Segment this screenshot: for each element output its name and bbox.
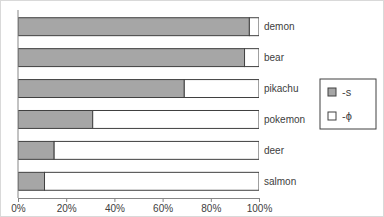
- y-axis: demon bear pikachu pokemon deer salmon: [259, 21, 305, 187]
- y-tick-label: pikachu: [264, 83, 298, 94]
- bar: [45, 172, 259, 190]
- bars: [18, 18, 259, 191]
- y-tick-label: salmon: [264, 176, 296, 187]
- x-tick-mark: [114, 198, 115, 202]
- x-tick-label: 0%: [11, 203, 26, 214]
- legend-box: [320, 79, 376, 129]
- x-tick-label: 80%: [201, 203, 221, 214]
- legend-label: -ϕ: [342, 110, 352, 122]
- x-tick-mark: [66, 198, 67, 202]
- y-tick: pokemon: [259, 114, 305, 125]
- x-tick-mark: [163, 198, 164, 202]
- y-tick-label: pokemon: [264, 114, 305, 125]
- x-tick: 20%: [57, 198, 77, 214]
- bar: [18, 80, 184, 98]
- bar: [18, 172, 45, 190]
- bar: [93, 110, 259, 128]
- legend-label: -s: [342, 86, 352, 98]
- legend: -s -ϕ: [320, 79, 376, 129]
- bar: [184, 80, 259, 98]
- y-tick: salmon: [259, 176, 296, 187]
- x-tick: 80%: [201, 198, 221, 214]
- bar: [245, 49, 259, 67]
- bar: [18, 49, 245, 67]
- x-tick-mark: [18, 198, 19, 202]
- x-tick: 60%: [153, 198, 173, 214]
- y-tick: bear: [259, 52, 285, 63]
- bar: [18, 110, 93, 128]
- legend-swatch: [328, 88, 336, 96]
- chart: 0% 20% 40% 60% 80% 100% demon bear pikachu pokemo…: [0, 0, 384, 217]
- x-tick: 0%: [11, 198, 26, 214]
- x-tick-label: 60%: [153, 203, 173, 214]
- x-tick-mark: [259, 198, 260, 202]
- y-axis-line: [18, 10, 19, 198]
- y-tick-label: demon: [264, 21, 295, 32]
- y-tick: demon: [259, 21, 295, 32]
- x-tick: 40%: [105, 198, 125, 214]
- chart-frame: [1, 1, 384, 217]
- x-tick-mark: [211, 198, 212, 202]
- x-axis-line: [19, 198, 260, 199]
- bar: [18, 141, 54, 159]
- y-tick-label: deer: [264, 145, 285, 156]
- bar: [249, 18, 259, 36]
- y-tick: pikachu: [259, 83, 298, 94]
- bar: [18, 18, 249, 36]
- y-tick-label: bear: [264, 52, 285, 63]
- bar: [54, 141, 259, 159]
- x-tick: 100%: [247, 198, 273, 214]
- legend-swatch: [328, 112, 336, 120]
- x-axis: 0% 20% 40% 60% 80% 100%: [11, 198, 272, 214]
- y-tick: deer: [259, 145, 285, 156]
- x-tick-label: 20%: [57, 203, 77, 214]
- plot: 0% 20% 40% 60% 80% 100% demon bear pikachu pokemo…: [11, 10, 305, 214]
- x-tick-label: 40%: [105, 203, 125, 214]
- x-tick-label: 100%: [247, 203, 273, 214]
